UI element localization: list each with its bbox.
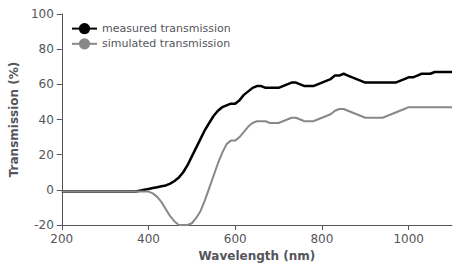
svg-text:Transmission (%): Transmission (%) <box>7 62 21 178</box>
svg-text:80: 80 <box>39 42 54 56</box>
svg-text:simulated transmission: simulated transmission <box>102 37 230 50</box>
svg-text:20: 20 <box>39 148 54 162</box>
svg-text:Wavelength (nm): Wavelength (nm) <box>199 249 316 263</box>
svg-text:0: 0 <box>46 183 54 197</box>
svg-text:-20: -20 <box>34 218 54 232</box>
svg-text:600: 600 <box>224 232 247 246</box>
svg-text:800: 800 <box>310 232 333 246</box>
svg-text:200: 200 <box>50 232 73 246</box>
svg-text:measured transmission: measured transmission <box>102 22 231 35</box>
svg-text:100: 100 <box>31 7 54 21</box>
svg-text:60: 60 <box>39 77 54 91</box>
svg-text:40: 40 <box>39 113 54 127</box>
svg-text:400: 400 <box>137 232 160 246</box>
svg-text:1000: 1000 <box>393 232 424 246</box>
